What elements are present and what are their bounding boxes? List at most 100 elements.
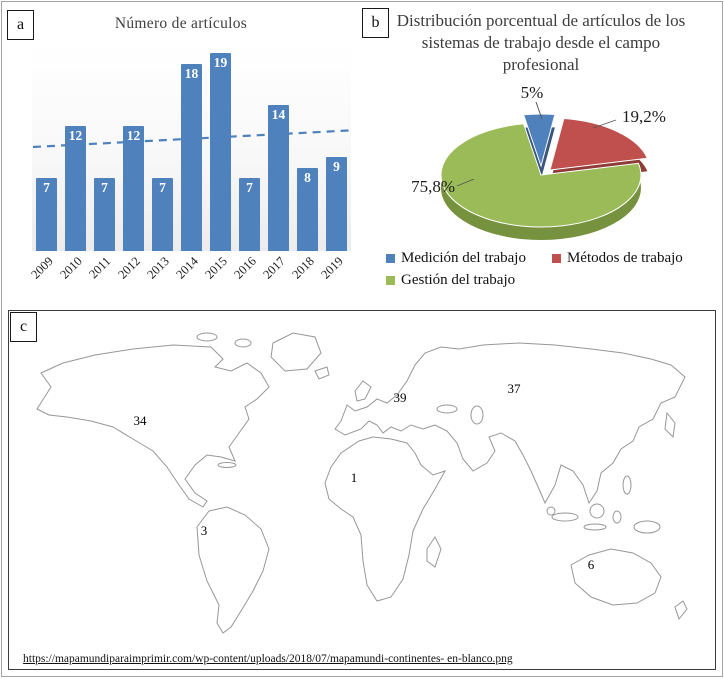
bar: 8 (297, 168, 318, 251)
legend-label-medicion: Medición del trabajo (401, 250, 526, 267)
slice-medicion (522, 113, 556, 168)
new-zealand-outline (674, 600, 688, 621)
map-count-north-america: 34 (134, 413, 148, 428)
bar: 7 (36, 178, 57, 251)
slice-metodos (549, 118, 649, 171)
bar: 9 (326, 157, 347, 251)
world-map: 34 3 1 39 37 6 (36, 332, 688, 634)
map-source-link[interactable]: https://mapamundiparaimprimir.com/wp-con… (23, 653, 513, 665)
axis-category-label: 2015 (202, 254, 230, 282)
panel-b-label: b (362, 8, 389, 38)
panel-bar-chart: a Número de artículos 7 2009 12 2010 7 2011 12… (2, 2, 360, 308)
bar-column-2011: 7 2011 (87, 43, 119, 281)
madagascar-outline (426, 536, 442, 568)
islands (196, 332, 688, 621)
bar-column-2013: 7 2013 (144, 43, 177, 282)
map-count-south-america: 3 (201, 523, 208, 538)
top-row: a Número de artículos 7 2009 12 2010 7 2011 12… (2, 2, 722, 308)
axis-category-label: 2009 (28, 254, 56, 282)
bar-column-2012: 12 2012 (115, 43, 148, 282)
legend-label-gestion: Gestión del trabajo (401, 272, 516, 289)
bar: 7 (152, 178, 173, 251)
pie-value-medicion: 5% (521, 83, 544, 102)
leader-line-75pct (456, 178, 475, 187)
leader-line-19pct (592, 119, 617, 129)
map-count-oceania: 6 (588, 557, 595, 572)
sumatra-outline (551, 512, 579, 522)
legend-row-2: Gestión del trabajo (360, 272, 722, 289)
axis-category-label: 2010 (57, 254, 85, 282)
black-sea-outline (436, 404, 458, 414)
panel-c-label: c (10, 312, 37, 342)
bar-column-2009: 7 2009 (28, 43, 61, 282)
arctic-island (196, 332, 218, 342)
bar: 12 (65, 126, 86, 251)
axis-category-label: 2011 (86, 254, 114, 282)
pie-value-metodos: 19,2% (622, 107, 666, 126)
pie-chart: 5% 19,2% 75,8% (411, 83, 666, 241)
bar: 18 (181, 64, 202, 251)
bar-value-label: 14 (271, 107, 286, 122)
leader-line-5pct (535, 102, 543, 120)
africa-outline (324, 436, 447, 602)
bar-plot-area: 7 2009 12 2010 7 2011 12 2012 7 2013 18 2014 19 2015 7… (28, 43, 351, 282)
bar-column-2017: 14 2017 (260, 43, 293, 282)
axis-category-label: 2012 (115, 254, 143, 282)
sri-lanka-outline (546, 506, 556, 516)
panel-a-label: a (7, 10, 34, 40)
legend-item-metodos: Métodos de trabajo (551, 250, 683, 267)
bar-column-2016: 7 2016 (231, 43, 264, 282)
axis-category-label: 2019 (318, 254, 346, 282)
cuba-outline (217, 462, 237, 468)
bar-value-label: 7 (101, 180, 108, 195)
bar-value-label: 9 (333, 159, 340, 174)
pie-legend: Medición del trabajo Métodos de trabajo … (360, 250, 722, 289)
panel-world-map: c (8, 310, 716, 670)
borneo-outline (589, 503, 605, 519)
philippines-outline (622, 475, 632, 495)
bar-column-2018: 8 2018 (289, 43, 322, 282)
legend-swatch-gestion (386, 276, 395, 286)
bar-value-label: 7 (43, 180, 50, 195)
map-count-africa: 1 (351, 470, 358, 485)
bar-value-label: 8 (304, 170, 311, 185)
axis-category-label: 2014 (173, 254, 201, 282)
bar: 12 (123, 126, 144, 251)
legend-label-metodos: Métodos de trabajo (566, 250, 683, 267)
bar-value-label: 12 (68, 128, 83, 143)
bar-value-label: 7 (246, 180, 253, 195)
australia-outline (570, 548, 662, 606)
legend-row-1: Medición del trabajo Métodos de trabajo (360, 250, 722, 267)
bar-chart-title: Número de artículos (114, 15, 248, 32)
bar-column-2010: 12 2010 (57, 43, 90, 282)
axis-category-label: 2017 (260, 254, 288, 282)
iceland-outline (314, 366, 330, 380)
panel-pie-chart: b Distribución porcentual de artículos d… (360, 2, 722, 308)
arctic-island (234, 338, 252, 348)
uk-outline (354, 380, 372, 402)
pie-chart-title: Distribución porcentual de artículos de … (396, 11, 686, 74)
bar-column-2014: 18 2014 (173, 43, 206, 282)
caspian-sea-outline (470, 405, 484, 425)
bar: 14 (268, 105, 289, 251)
legend-item-gestion: Gestión del trabajo (386, 272, 515, 289)
pie-3d (440, 113, 649, 241)
axis-category-label: 2016 (231, 254, 259, 282)
japan-outline (664, 411, 676, 439)
slice-gestion (440, 123, 642, 228)
eurasia-outline (334, 342, 686, 505)
sulawesi-outline (612, 510, 622, 524)
bar: 19 (210, 53, 231, 251)
map-count-europe: 39 (394, 390, 407, 405)
south-america-outline (196, 506, 270, 634)
legend-swatch-medicion (386, 254, 395, 264)
bar-column-2019: 9 2019 (318, 43, 351, 282)
java-outline (583, 523, 607, 531)
north-america-outline (36, 344, 270, 508)
map-count-asia: 37 (508, 381, 522, 396)
greenland-outline (270, 332, 322, 372)
bar-value-label: 12 (126, 128, 141, 143)
bar: 7 (239, 178, 260, 251)
legend-swatch-metodos (551, 254, 561, 264)
